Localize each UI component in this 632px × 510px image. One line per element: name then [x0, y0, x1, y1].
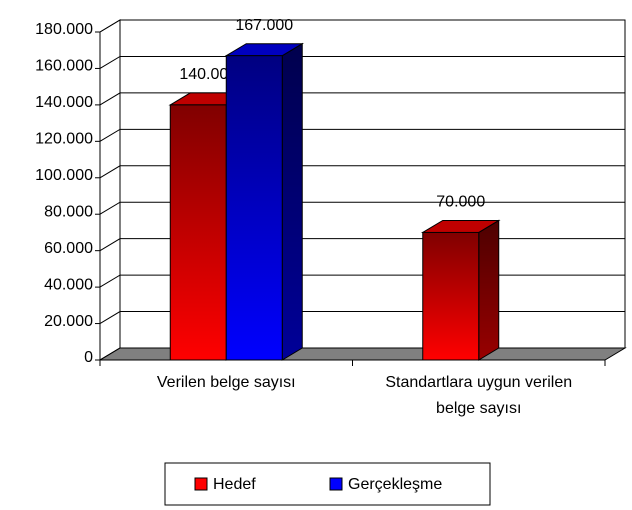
legend-box — [164, 462, 491, 506]
grid-line — [99, 165, 625, 179]
grid-line — [99, 19, 625, 33]
side-wall — [99, 19, 121, 361]
bar — [224, 42, 305, 361]
legend-label: Hedef — [213, 476, 256, 493]
data-label: 70.000 — [436, 194, 485, 211]
y-tick-label: 80.000 — [44, 203, 93, 220]
y-tick-label: 160.000 — [35, 58, 93, 75]
y-tick-label: 60.000 — [44, 240, 93, 257]
y-tick-label: 40.000 — [44, 276, 93, 293]
y-tick-label: 140.000 — [35, 94, 93, 111]
data-label: 167.000 — [235, 17, 293, 34]
bar-front — [225, 55, 283, 361]
data-label: 140.000 — [179, 66, 237, 83]
bar-side — [281, 42, 303, 361]
bar-front — [169, 104, 227, 361]
y-tick-label: 180.000 — [35, 21, 93, 38]
x-tick-label: Standartlara uygun verilen belge sayısı — [385, 374, 573, 417]
bar-side — [478, 219, 500, 361]
y-tick-label: 20.000 — [44, 313, 93, 330]
y-tick-label: 100.000 — [35, 167, 93, 184]
grid-line — [99, 55, 625, 69]
legend-label: Gerçekleşme — [348, 476, 442, 493]
grid-line — [99, 128, 625, 142]
y-tick-label: 120.000 — [35, 131, 93, 148]
legend-swatch — [194, 477, 208, 491]
y-tick-label: 0 — [84, 349, 93, 366]
bar-front — [422, 231, 480, 361]
x-tick-label: Verilen belge sayısı — [156, 374, 296, 391]
grid-line — [99, 92, 625, 106]
legend-swatch — [329, 477, 343, 491]
grid-line — [99, 201, 625, 215]
bar — [420, 219, 501, 361]
